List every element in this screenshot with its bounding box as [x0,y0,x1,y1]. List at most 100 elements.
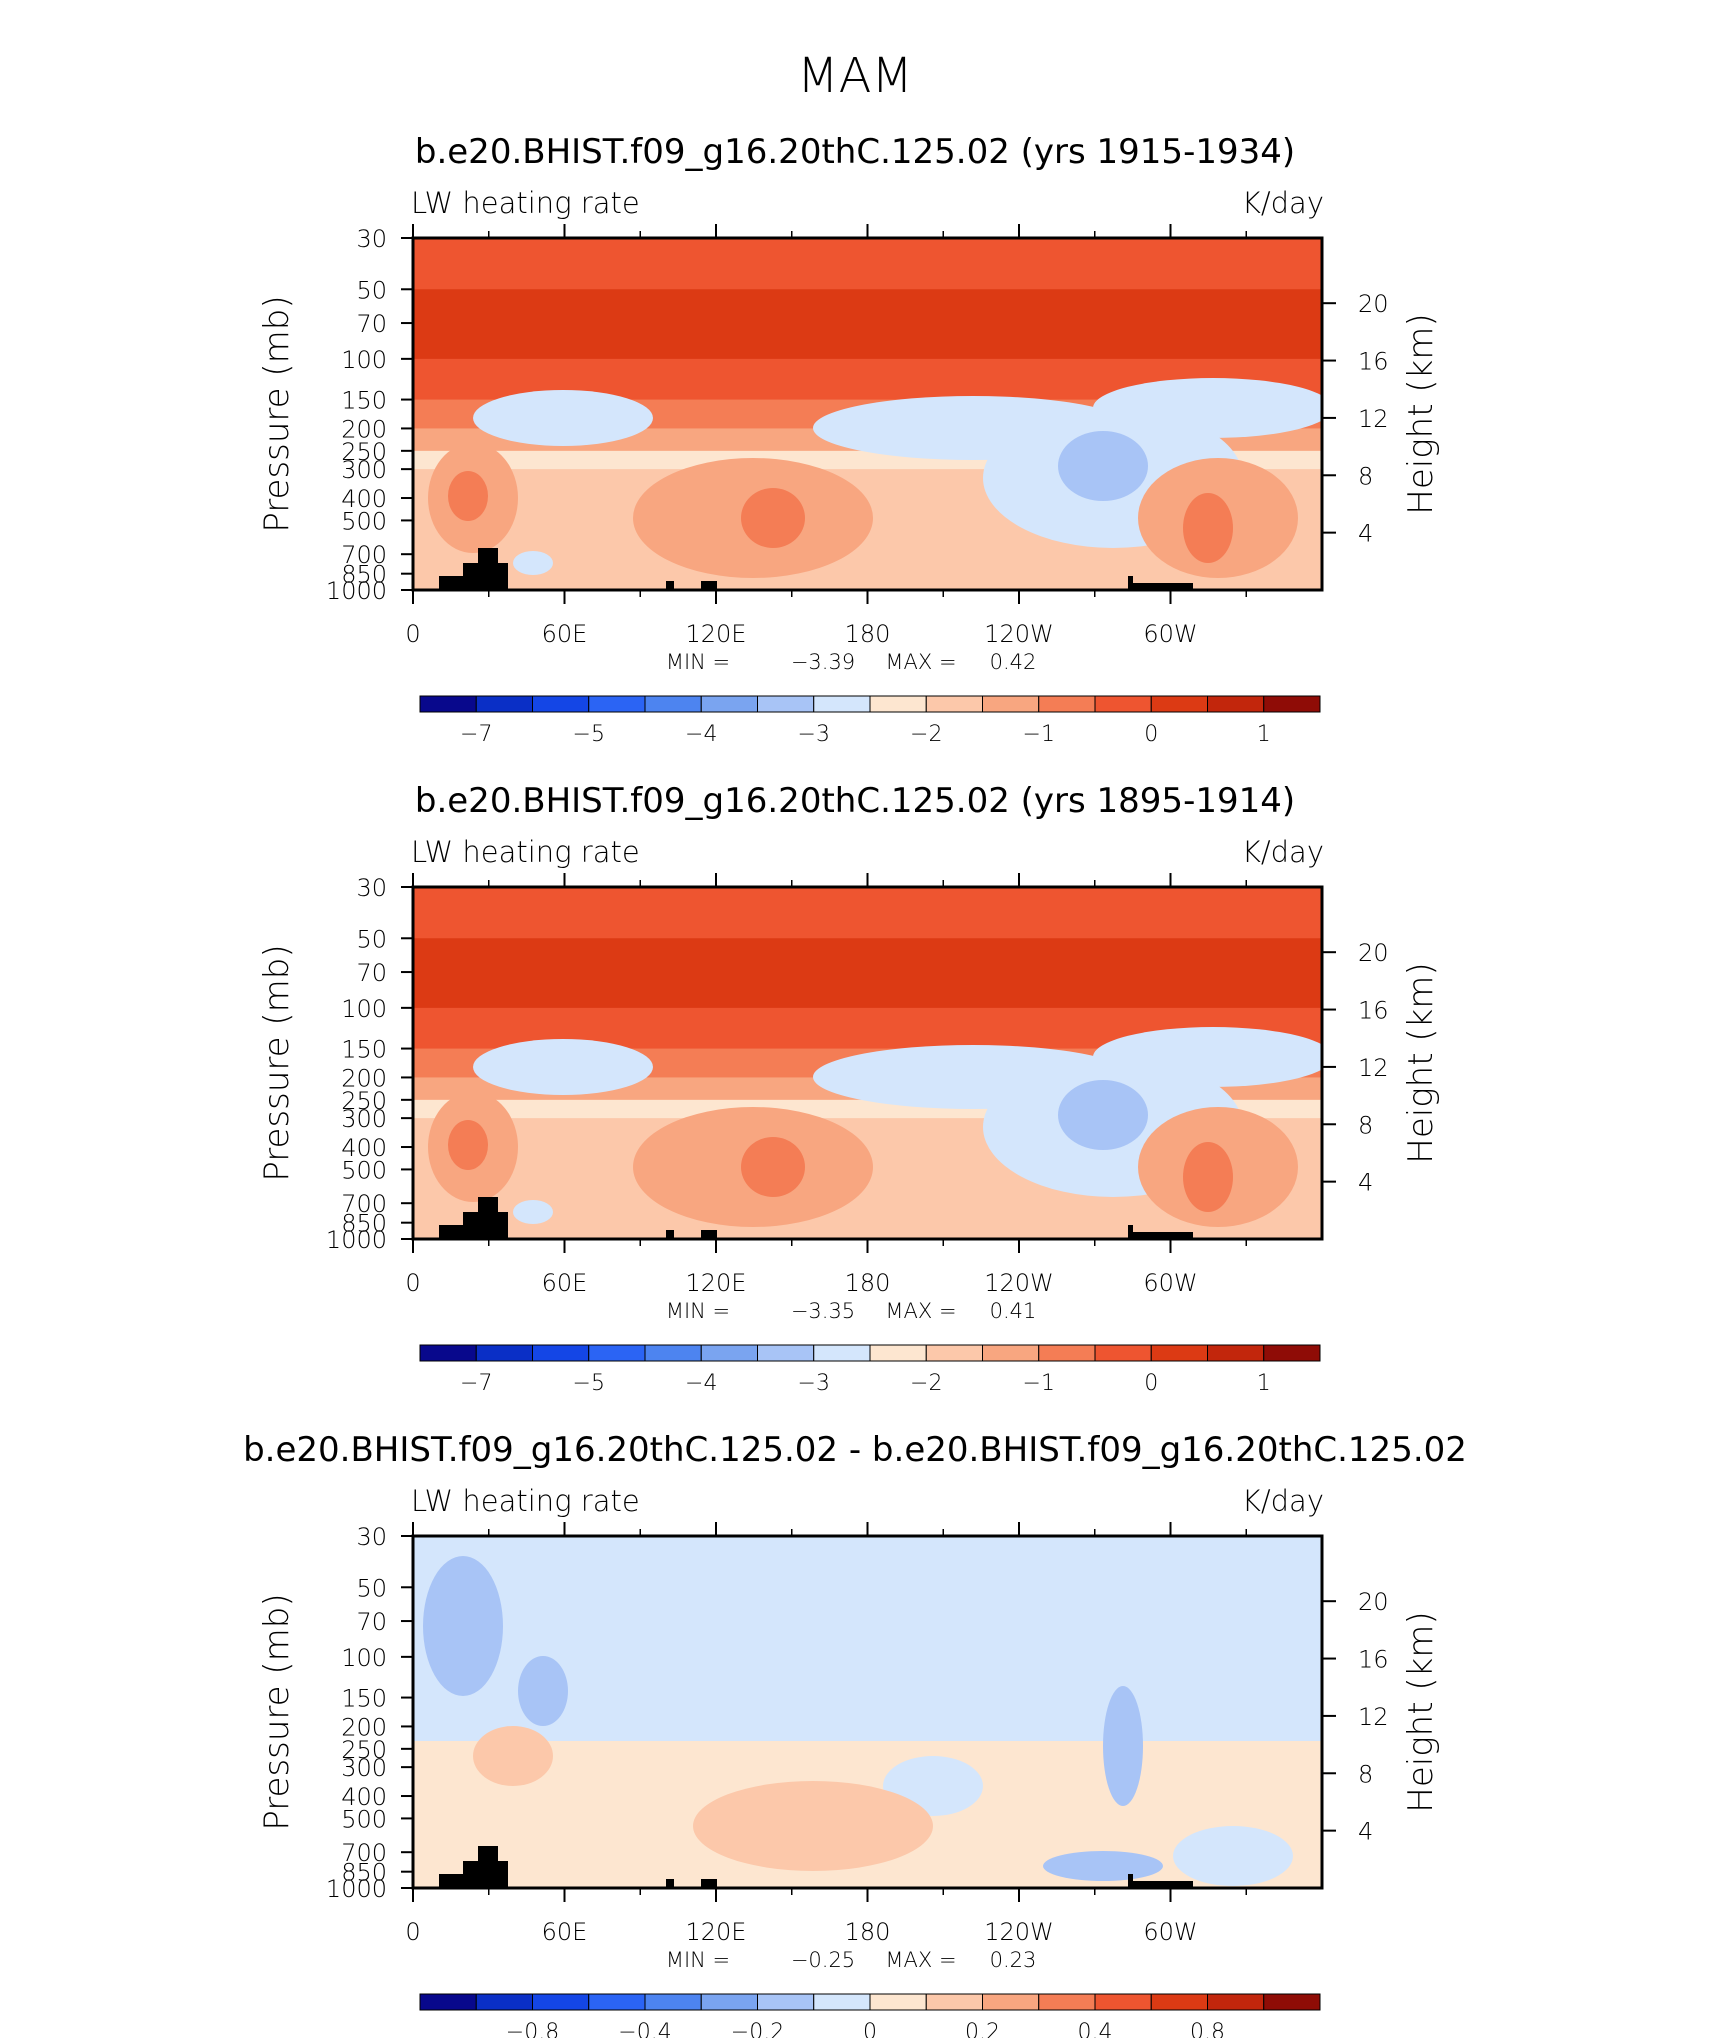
colorbar-label: −0.8 [506,2020,559,2038]
height-tick-label: 4 [1358,1818,1373,1846]
panel-title: b.e20.BHIST.f09_g16.20thC.125.02 (yrs 19… [415,132,1295,172]
y-tick-label: 1000 [326,1875,387,1903]
height-tick-label: 8 [1358,1760,1373,1788]
colorbar-swatch [644,1993,702,2011]
y-tick-label: 1000 [326,577,387,605]
colorbar-swatch [1094,1344,1152,1362]
height-tick-label: 12 [1358,1703,1389,1731]
colorbar-swatch [982,1344,1040,1362]
x-tick-label: 120W [984,1269,1054,1297]
y-tick-label: 500 [341,1156,387,1184]
colorbar-swatch [982,1993,1040,2011]
colorbar: −7 −5 −4 −3 −2 −1 0 1 [419,1344,1321,1396]
x-tick-label: 180 [845,1269,891,1297]
y-tick-label: 100 [341,1644,387,1672]
y-tick-label: 30 [356,1523,387,1551]
height-tick-label: 8 [1358,1111,1373,1139]
colorbar-swatch [925,1993,983,2011]
y-tick-label: 500 [341,1805,387,1833]
x-tick-label: 0 [405,1269,420,1297]
colorbar-label: 0.2 [965,2020,1000,2038]
y-tick-label: 850 [341,561,387,589]
field-warm-6 [1183,493,1233,563]
y-tick-label: 250 [341,1087,387,1115]
y-tick-label: 70 [356,1608,387,1636]
colorbar-swatch [869,695,927,713]
y-tick-label: 100 [341,995,387,1023]
max-label: MAX = [885,650,956,674]
field-warm-2 [741,1137,805,1197]
topography-island-2 [701,1879,717,1888]
y-tick-label: 300 [341,456,387,484]
height-tick-label: 16 [1358,1646,1389,1674]
y-tick-label: 400 [341,1783,387,1811]
colorbar-swatch [1094,695,1152,713]
panel-title: b.e20.BHIST.f09_g16.20thC.125.02 (yrs 18… [415,781,1295,821]
max-label: MAX = [885,1948,956,1972]
height-tick-label: 8 [1358,462,1373,490]
y-tick-label: 70 [356,310,387,338]
height-tick-label: 16 [1358,997,1389,1025]
colorbar-swatch [532,1344,590,1362]
x-tick-label: 0 [405,1918,420,1946]
colorbar-swatch [1038,695,1096,713]
colorbar-swatch [1150,695,1208,713]
topography-africa [439,1846,508,1888]
colorbar-swatch [532,1993,590,2011]
colorbar-label: −1 [1023,1371,1055,1396]
colorbar-swatch [869,1344,927,1362]
panel-title: b.e20.BHIST.f09_g16.20thC.125.02 - b.e20… [243,1430,1467,1470]
y-tick-label: 700 [341,541,387,569]
y-axis-label: Pressure (mb) [257,1593,297,1830]
panel-1: b.e20.BHIST.f09_g16.20thC.125.02 (yrs 19… [257,132,1441,747]
y-axis-label-right: Height (km) [1401,962,1441,1163]
contour-field: 0 60E 120E 180 120W 60W3050701001502002503004… [257,873,1441,1323]
field-cool-5 [513,1200,553,1224]
y-tick-label: 500 [341,507,387,535]
y-tick-label: 700 [341,1839,387,1867]
colorbar: −0.8 −0.4 −0.2 0 0.2 0.4 0.8 [419,1993,1321,2038]
colorbar-label: −4 [685,722,717,747]
x-tick-label: 120W [984,1918,1054,1946]
colorbar-swatch [813,1993,871,2011]
colorbar-swatch [588,1993,646,2011]
min-label: MIN = [666,650,730,674]
colorbar-swatch [1263,1344,1321,1362]
colorbar-label: 0 [1144,722,1158,747]
colorbar-swatch [1150,1993,1208,2011]
field-warm-1 [693,1781,933,1871]
height-tick-label: 12 [1358,405,1389,433]
y-tick-label: 150 [341,1036,387,1064]
x-tick-label: 60W [1143,620,1197,648]
colorbar-swatch [757,695,815,713]
units-label: K/day [1242,186,1324,220]
y-tick-label: 100 [341,346,387,374]
min-value: −0.25 [791,1948,855,1972]
colorbar-label: 0.4 [1078,2020,1113,2038]
y-tick-label: 400 [341,1134,387,1162]
topography-africa [439,548,508,590]
colorbar-swatch [1038,1993,1096,2011]
contour-fill [413,238,1322,590]
colorbar-label: −5 [573,1371,605,1396]
contour-field: 0 60E 120E 180 120W 60W3050701001502002503004… [257,224,1441,674]
field-cool-1 [423,1556,503,1696]
colorbar-label: −7 [460,722,492,747]
x-tick-label: 0 [405,620,420,648]
variable-label: LW heating rate [411,186,640,220]
y-tick-label: 250 [341,438,387,466]
colorbar-swatch [644,695,702,713]
colorbar-swatch [1263,1993,1321,2011]
y-tick-label: 400 [341,485,387,513]
colorbar-swatch [419,1344,477,1362]
y-axis-label: Pressure (mb) [257,944,297,1181]
x-tick-label: 120W [984,620,1054,648]
units-label: K/day [1242,1484,1324,1518]
x-tick-label: 60W [1143,1918,1197,1946]
max-value: 0.41 [990,1299,1037,1323]
colorbar-label: 1 [1257,722,1271,747]
contour-field: 0 60E 120E 180 120W 60W3050701001502002503004… [257,1522,1441,1972]
height-tick-label: 20 [1358,290,1389,318]
colorbar-swatch [700,1344,758,1362]
y-tick-label: 30 [356,874,387,902]
